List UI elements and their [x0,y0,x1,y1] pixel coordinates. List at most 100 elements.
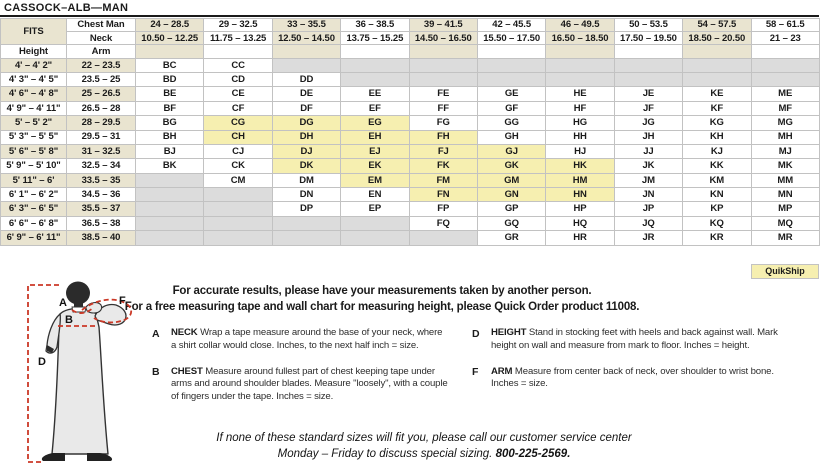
size-code-cell: BG [134,115,205,131]
empty-cell [340,230,410,246]
instruction-text: CHEST Measure around fullest part of che… [171,365,448,403]
instruction-letter: B [152,366,160,379]
size-code-cell: EP [340,201,410,217]
measurement-notes: For accurate results, please have your m… [40,284,724,315]
instruction-letter: A [152,327,160,340]
size-code-cell: FP [408,201,478,217]
size-code-cell: DE [271,86,342,102]
empty-cell [340,71,410,88]
size-code-cell: DF [271,100,342,117]
size-code-cell: MM [750,172,820,189]
size-code-cell: HR [545,230,615,246]
size-code-cell: GH [476,129,547,145]
size-code-cell: BC [134,57,205,73]
size-code-cell: FH [408,129,478,145]
height-cell: 5' 6" – 5' 8" [0,143,67,160]
size-table-wrap: FITS Chest Man 24 – 28.5 29 – 32.5 33 – 35.5… [0,17,820,246]
size-code-cell: KN [682,187,752,203]
height-cell: 6' 6" – 6' 8" [0,215,67,232]
size-code-cell: MR [750,230,820,246]
right-foot-shape [87,453,113,461]
left-hand-shape [47,345,54,353]
size-code-cell: BK [134,158,205,174]
empty-cell [203,215,273,232]
instruction-text: HEIGHT Stand in stocking feet with heels… [491,327,778,351]
size-code-cell: DG [271,115,342,131]
chest-range-cell: 46 – 49.5 [545,17,615,33]
table-row: 6' 1" – 6' 2" 34.5 – 36 DN EN FN GN HN JN KN MN [0,187,820,203]
page-title: CASSOCK–ALB—MAN [4,2,129,14]
chest-range-cell: 29 – 32.5 [203,17,273,33]
empty-cell [134,201,205,217]
size-code-cell: GG [476,115,547,131]
size-code-cell: FJ [408,143,478,160]
empty-cell [750,57,820,73]
instruction-neck: A NECK Wrap a tape measure around the ba… [152,327,448,353]
arm-cell: 26.5 – 28 [66,100,136,117]
size-code-cell: FN [408,187,478,203]
header-row-chest: FITS Chest Man 24 – 28.5 29 – 32.5 33 – 35.5… [0,17,820,46]
left-foot-shape [41,453,65,461]
size-code-cell: JG [613,115,684,131]
empty-cell [682,57,752,73]
raised-arm-shape [94,303,127,326]
table-row: 5' 6" – 5' 8" 31 – 32.5 BJ CJ DJ EJ FJ GJ HJ JJ KJ… [0,143,820,160]
neck-range-cell: 16.50 – 18.50 [545,31,615,46]
instructions-right-column: D HEIGHT Stand in stocking feet with hee… [472,327,794,404]
neck-range-cell: 14.50 – 16.50 [408,31,478,46]
size-code-cell: JE [613,86,684,102]
size-code-cell: EF [340,100,410,117]
spacer-cell [271,44,342,59]
empty-cell [134,230,205,246]
neck-range-cell: 10.50 – 12.25 [134,31,205,46]
chest-range-cell: 24 – 28.5 [134,17,205,33]
size-code-cell: MP [750,201,820,217]
size-code-cell: MH [750,129,820,145]
footer-line-1: If none of these standard sizes will fit… [216,432,632,444]
height-cell: 5' 9" – 5' 10" [0,158,67,174]
height-label: Height [0,44,67,59]
phone-number: 800-225-2569. [495,448,571,460]
table-row: 6' 6" – 6' 8" 36.5 – 38 FQ GQ HQ JQ KQ MQ [0,215,820,232]
height-cell: 6' 9" – 6' 11" [0,230,67,246]
chest-range-cell: 36 – 38.5 [340,17,410,33]
size-code-cell: DJ [271,143,342,160]
size-code-cell: GF [476,100,547,117]
size-code-cell: MK [750,158,820,174]
note-line-1: For accurate results, please have your m… [172,285,592,297]
empty-cell [271,215,342,232]
table-row: 4' 3" – 4' 5" 23.5 – 25 BD CD DD [0,71,820,88]
arm-measure-arc [81,298,133,324]
height-cell: 5' 11" – 6' [0,172,67,189]
size-code-cell: JM [613,172,684,189]
size-code-cell: EN [340,187,410,203]
spacer-cell [203,44,273,59]
size-code-cell: HQ [545,215,615,232]
arm-cell: 33.5 – 35 [66,172,136,189]
size-code-cell: DH [271,129,342,145]
empty-cell [340,57,410,73]
size-code-cell: FG [408,115,478,131]
title-divider [0,15,819,17]
arm-cell: 36.5 – 38 [66,215,136,232]
size-code-cell: KF [682,100,752,117]
size-code-cell: JF [613,100,684,117]
size-code-cell: FE [408,86,478,102]
cassock-figure-illustration: A B D F [27,281,133,463]
size-code-cell: GQ [476,215,547,232]
spacer-cell [134,44,205,59]
diagram-label-neck: A [59,297,67,309]
empty-cell [476,57,547,73]
empty-cell [545,57,615,73]
size-code-cell: JK [613,158,684,174]
empty-cell [408,57,478,73]
size-code-cell: GR [476,230,547,246]
left-sleeve-shape [45,313,62,354]
spacer-cell [682,44,752,59]
size-code-cell: CG [203,115,273,131]
table-row: 6' 3" – 6' 5" 35.5 – 37 DP EP FP GP HP JP KP MP [0,201,820,217]
instruction-text: NECK Wrap a tape measure around the base… [171,327,443,351]
size-code-cell: JP [613,201,684,217]
height-cell: 4' 3" – 4' 5" [0,71,67,88]
